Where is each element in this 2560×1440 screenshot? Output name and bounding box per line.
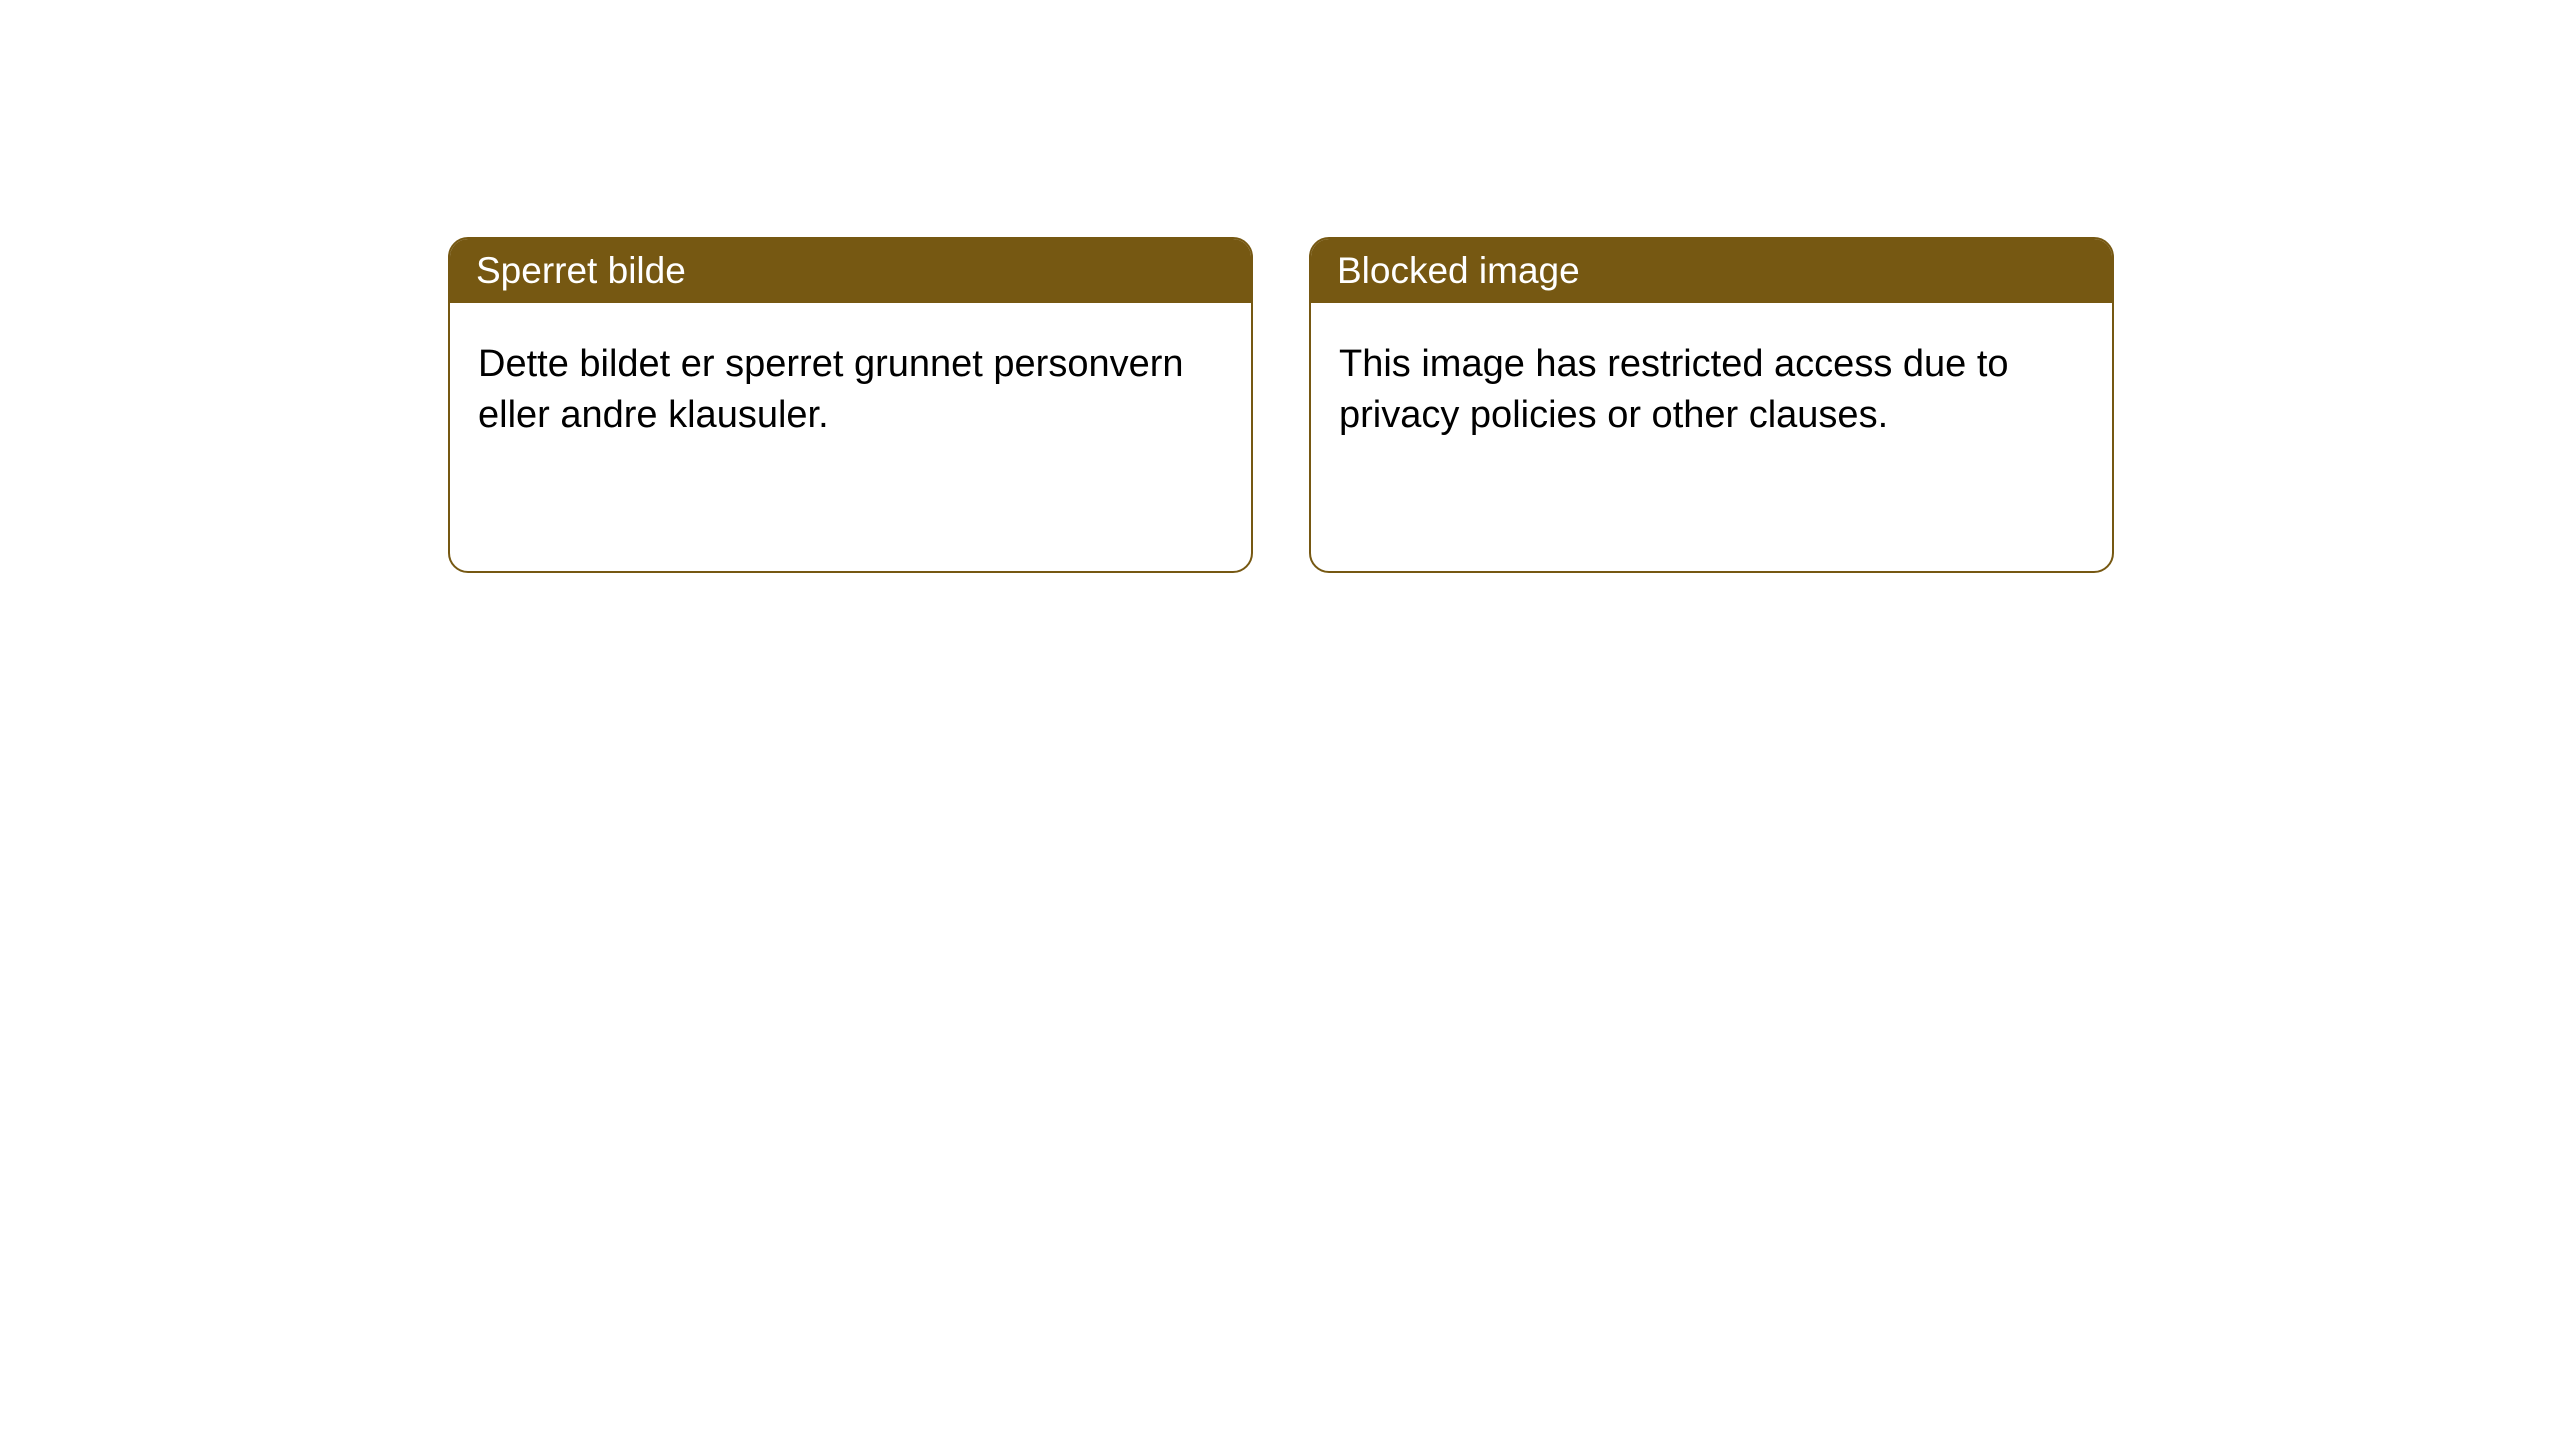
card-body-en: This image has restricted access due to … [1311, 303, 2112, 478]
blocked-image-card-no: Sperret bilde Dette bildet er sperret gr… [448, 237, 1253, 573]
card-title-no: Sperret bilde [450, 239, 1251, 303]
card-body-no: Dette bildet er sperret grunnet personve… [450, 303, 1251, 478]
blocked-image-card-en: Blocked image This image has restricted … [1309, 237, 2114, 573]
cards-container: Sperret bilde Dette bildet er sperret gr… [0, 0, 2560, 573]
card-title-en: Blocked image [1311, 239, 2112, 303]
